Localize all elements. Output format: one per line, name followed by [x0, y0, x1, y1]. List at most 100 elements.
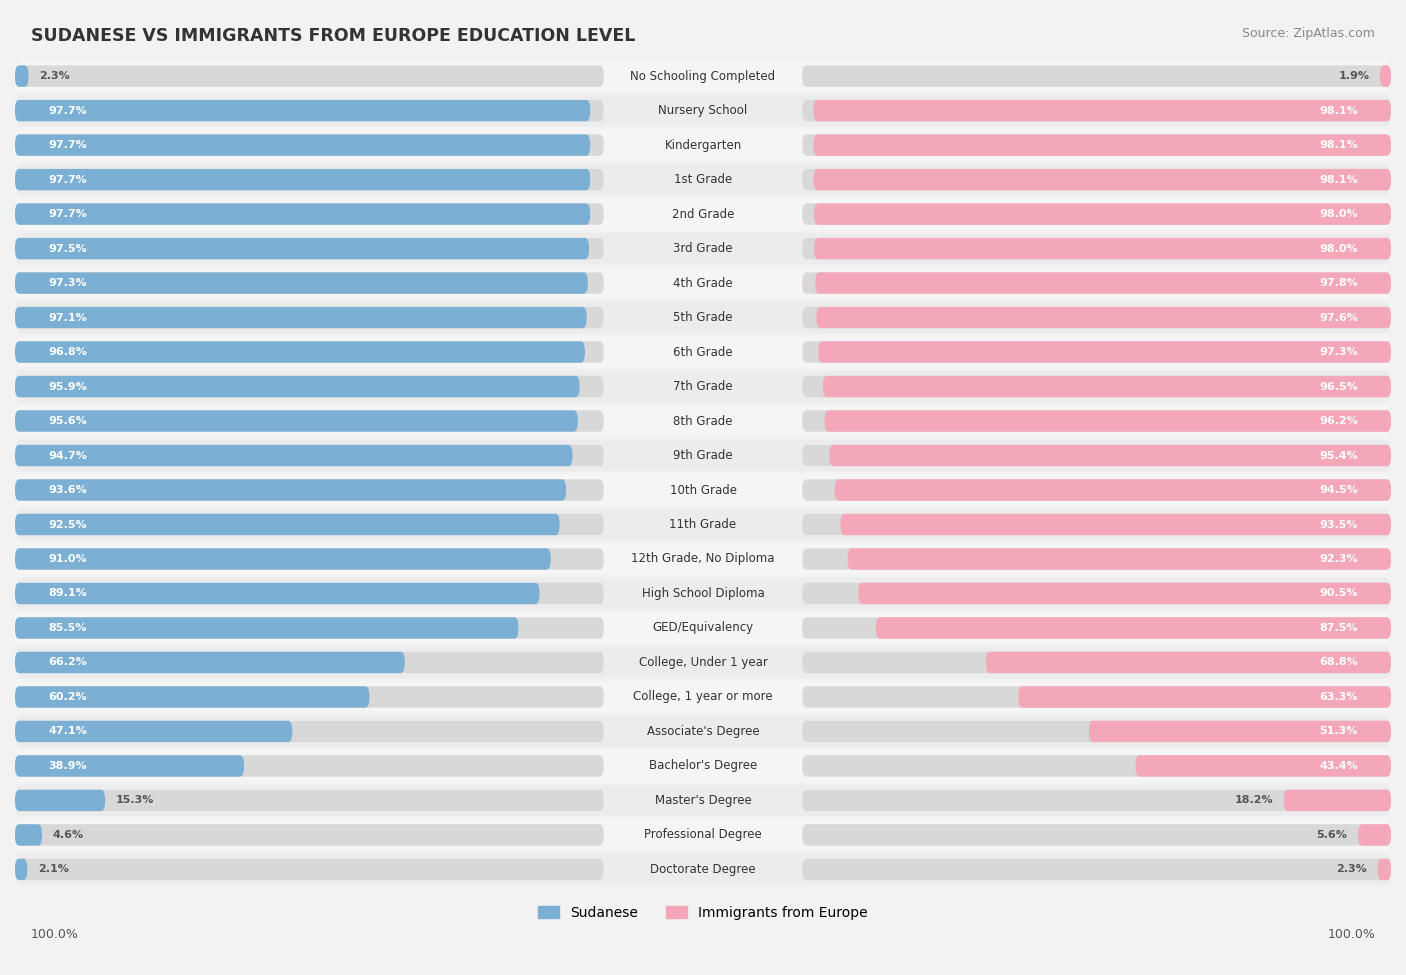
Text: 93.6%: 93.6%	[48, 485, 87, 495]
FancyBboxPatch shape	[803, 307, 1391, 329]
Text: 63.3%: 63.3%	[1319, 692, 1358, 702]
FancyBboxPatch shape	[1378, 859, 1391, 880]
Text: 8th Grade: 8th Grade	[673, 414, 733, 427]
Text: 47.1%: 47.1%	[48, 726, 87, 736]
FancyBboxPatch shape	[15, 410, 578, 432]
FancyBboxPatch shape	[15, 341, 585, 363]
FancyBboxPatch shape	[824, 410, 1391, 432]
Text: 96.8%: 96.8%	[48, 347, 87, 357]
Text: Doctorate Degree: Doctorate Degree	[650, 863, 756, 876]
FancyBboxPatch shape	[1284, 790, 1391, 811]
FancyBboxPatch shape	[15, 474, 1391, 506]
Text: 5th Grade: 5th Grade	[673, 311, 733, 324]
FancyBboxPatch shape	[15, 375, 579, 397]
FancyBboxPatch shape	[15, 750, 1391, 782]
FancyBboxPatch shape	[15, 99, 591, 121]
FancyBboxPatch shape	[15, 583, 540, 604]
Text: 9th Grade: 9th Grade	[673, 449, 733, 462]
Text: 38.9%: 38.9%	[48, 760, 87, 771]
Text: 95.9%: 95.9%	[48, 381, 87, 392]
Text: 95.6%: 95.6%	[48, 416, 87, 426]
FancyBboxPatch shape	[803, 617, 1391, 639]
FancyBboxPatch shape	[15, 686, 370, 708]
FancyBboxPatch shape	[841, 514, 1391, 535]
Text: 97.5%: 97.5%	[48, 244, 87, 254]
Text: 97.1%: 97.1%	[48, 313, 87, 323]
FancyBboxPatch shape	[15, 164, 1391, 195]
FancyBboxPatch shape	[15, 307, 603, 329]
FancyBboxPatch shape	[803, 790, 1391, 811]
FancyBboxPatch shape	[15, 445, 603, 466]
FancyBboxPatch shape	[803, 756, 1391, 777]
FancyBboxPatch shape	[15, 716, 1391, 747]
FancyBboxPatch shape	[15, 651, 405, 673]
FancyBboxPatch shape	[15, 406, 1391, 437]
FancyBboxPatch shape	[818, 341, 1391, 363]
FancyBboxPatch shape	[803, 238, 1391, 259]
FancyBboxPatch shape	[830, 445, 1391, 466]
Text: 90.5%: 90.5%	[1319, 589, 1358, 599]
FancyBboxPatch shape	[835, 480, 1391, 501]
Text: 66.2%: 66.2%	[48, 657, 87, 668]
Text: 12th Grade, No Diploma: 12th Grade, No Diploma	[631, 553, 775, 566]
FancyBboxPatch shape	[15, 169, 603, 190]
FancyBboxPatch shape	[814, 204, 1391, 225]
FancyBboxPatch shape	[803, 204, 1391, 225]
FancyBboxPatch shape	[858, 583, 1391, 604]
FancyBboxPatch shape	[848, 548, 1391, 569]
Text: 2nd Grade: 2nd Grade	[672, 208, 734, 220]
Text: Master's Degree: Master's Degree	[655, 794, 751, 807]
FancyBboxPatch shape	[15, 130, 1391, 161]
Text: 98.1%: 98.1%	[1319, 140, 1358, 150]
FancyBboxPatch shape	[814, 135, 1391, 156]
FancyBboxPatch shape	[814, 99, 1391, 121]
Text: 97.7%: 97.7%	[48, 105, 87, 116]
FancyBboxPatch shape	[15, 445, 572, 466]
FancyBboxPatch shape	[15, 756, 603, 777]
Legend: Sudanese, Immigrants from Europe: Sudanese, Immigrants from Europe	[533, 900, 873, 925]
Text: Source: ZipAtlas.com: Source: ZipAtlas.com	[1241, 27, 1375, 40]
Text: 3rd Grade: 3rd Grade	[673, 242, 733, 255]
FancyBboxPatch shape	[15, 790, 105, 811]
Text: 92.3%: 92.3%	[1319, 554, 1358, 564]
FancyBboxPatch shape	[15, 514, 603, 535]
Text: 5.6%: 5.6%	[1316, 830, 1347, 839]
FancyBboxPatch shape	[15, 272, 603, 293]
FancyBboxPatch shape	[15, 682, 1391, 713]
FancyBboxPatch shape	[15, 336, 1391, 368]
Text: Kindergarten: Kindergarten	[665, 138, 741, 151]
FancyBboxPatch shape	[15, 543, 1391, 575]
Text: 4th Grade: 4th Grade	[673, 277, 733, 290]
FancyBboxPatch shape	[15, 756, 245, 777]
Text: 97.6%: 97.6%	[1319, 313, 1358, 323]
FancyBboxPatch shape	[15, 617, 603, 639]
FancyBboxPatch shape	[15, 307, 586, 329]
Text: Professional Degree: Professional Degree	[644, 829, 762, 841]
FancyBboxPatch shape	[803, 272, 1391, 293]
Text: 97.8%: 97.8%	[1319, 278, 1358, 288]
FancyBboxPatch shape	[15, 440, 1391, 471]
Text: College, Under 1 year: College, Under 1 year	[638, 656, 768, 669]
FancyBboxPatch shape	[15, 135, 603, 156]
FancyBboxPatch shape	[15, 410, 603, 432]
Text: 100.0%: 100.0%	[31, 927, 79, 941]
Text: 96.2%: 96.2%	[1319, 416, 1358, 426]
FancyBboxPatch shape	[803, 341, 1391, 363]
Text: 98.0%: 98.0%	[1319, 209, 1358, 219]
FancyBboxPatch shape	[15, 204, 603, 225]
FancyBboxPatch shape	[15, 370, 1391, 403]
Text: High School Diploma: High School Diploma	[641, 587, 765, 600]
Text: 85.5%: 85.5%	[48, 623, 86, 633]
FancyBboxPatch shape	[803, 583, 1391, 604]
Text: 95.4%: 95.4%	[1319, 450, 1358, 460]
FancyBboxPatch shape	[803, 65, 1391, 87]
FancyBboxPatch shape	[814, 238, 1391, 259]
FancyBboxPatch shape	[15, 509, 1391, 540]
FancyBboxPatch shape	[15, 824, 42, 845]
FancyBboxPatch shape	[15, 785, 1391, 816]
FancyBboxPatch shape	[803, 445, 1391, 466]
FancyBboxPatch shape	[1379, 65, 1391, 87]
FancyBboxPatch shape	[15, 238, 603, 259]
FancyBboxPatch shape	[15, 341, 603, 363]
Text: 91.0%: 91.0%	[48, 554, 87, 564]
